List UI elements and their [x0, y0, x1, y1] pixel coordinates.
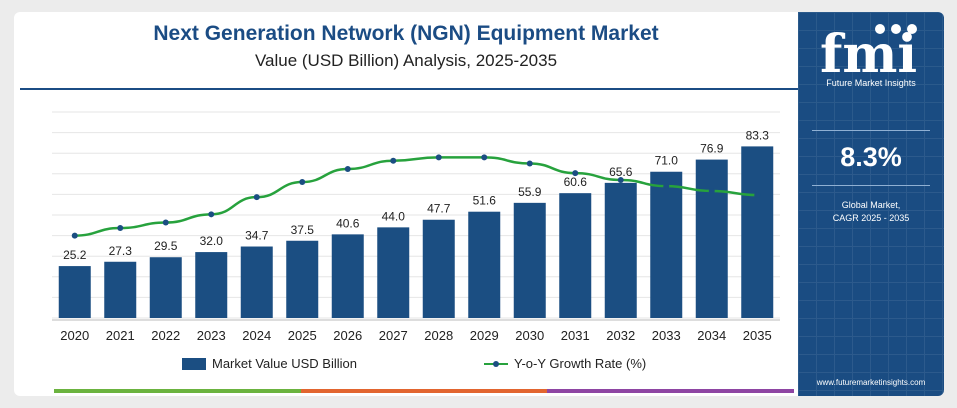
title-divider — [20, 88, 800, 90]
growth-point-2031 — [572, 170, 579, 177]
bar-2020 — [58, 266, 91, 318]
bar-value-label: 29.5 — [154, 239, 178, 253]
x-tick-label: 2022 — [151, 328, 180, 343]
bar-value-label: 76.9 — [700, 142, 724, 156]
growth-point-2023 — [208, 211, 215, 218]
bar-value-label: 55.9 — [518, 185, 542, 199]
x-tick-label: 2023 — [197, 328, 226, 343]
chart-plot: 25.2 2020 27.3 2021 29.5 2022 32.0 2023 34.7 2024… — [52, 111, 780, 343]
logo-caption: Future Market Insights — [826, 78, 916, 88]
sidebar-divider — [812, 130, 930, 131]
bar-value-label: 32.0 — [200, 234, 224, 248]
bar-value-label: 37.5 — [291, 223, 315, 237]
growth-point-2034 — [708, 187, 715, 194]
bar-2023 — [195, 252, 228, 318]
bar-value-label: 65.6 — [609, 165, 633, 179]
bar-2022 — [149, 257, 182, 318]
bar-value-label: 27.3 — [109, 244, 133, 258]
bar-2026 — [331, 234, 364, 318]
legend-item-growth-rate: Y-o-Y Growth Rate (%) — [484, 356, 646, 371]
x-tick-label: 2030 — [515, 328, 544, 343]
bar-2024 — [240, 246, 273, 318]
chart-title: Next Generation Network (NGN) Equipment … — [153, 22, 659, 45]
bar-2032 — [604, 182, 637, 318]
growth-point-2028 — [435, 154, 442, 161]
strip-green — [54, 389, 301, 393]
growth-point-2025 — [299, 179, 306, 186]
sidebar-divider — [812, 185, 930, 186]
legend: Market Value USD Billion Y-o-Y Growth Ra… — [14, 356, 798, 376]
x-tick-label: 2035 — [743, 328, 772, 343]
growth-point-2020 — [71, 232, 78, 239]
bar-2025 — [286, 240, 319, 318]
bar-value-label: 25.2 — [63, 248, 87, 262]
logo-text: fmi — [820, 24, 917, 80]
x-tick-label: 2028 — [424, 328, 453, 343]
legend-item-market-value: Market Value USD Billion — [182, 356, 357, 371]
growth-point-2032 — [617, 176, 624, 183]
growth-point-2029 — [481, 154, 488, 161]
x-tick-label: 2032 — [606, 328, 635, 343]
legend-swatch-line — [484, 358, 508, 370]
strip-purple — [547, 389, 795, 393]
sidebar-pattern — [798, 12, 944, 396]
legend-swatch-bar — [182, 357, 206, 370]
x-tick-label: 2026 — [333, 328, 362, 343]
bar-2035 — [741, 146, 774, 318]
cagr-value: 8.3% — [840, 142, 902, 172]
x-tick-label: 2033 — [652, 328, 681, 343]
growth-point-2021 — [117, 225, 124, 232]
bar-2033 — [650, 171, 683, 318]
growth-point-2024 — [253, 194, 260, 201]
growth-point-2026 — [344, 165, 351, 172]
bar-value-label: 83.3 — [746, 128, 770, 142]
legend-label-market-value: Market Value USD Billion — [212, 356, 357, 371]
cagr-period: CAGR 2025 - 2035 — [832, 213, 910, 223]
bar-2027 — [377, 227, 410, 318]
x-tick-label: 2034 — [697, 328, 726, 343]
bar-2028 — [422, 219, 455, 318]
growth-point-2027 — [390, 157, 397, 164]
bar-value-label: 60.6 — [564, 175, 588, 189]
x-tick-label: 2024 — [242, 328, 271, 343]
website-url: www.futuremarketinsights.com — [816, 378, 926, 387]
cagr-label: Global Market, — [841, 200, 901, 210]
sidebar-panel: fmi Future Market Insights 8.3% Global M… — [798, 12, 944, 396]
bar-value-label: 71.0 — [655, 154, 679, 168]
fmi-logo: fmi — [820, 24, 917, 80]
bar-value-label: 44.0 — [382, 209, 406, 223]
x-tick-label: 2031 — [561, 328, 590, 343]
bar-value-label: 47.7 — [427, 202, 451, 216]
chart-subtitle: Value (USD Billion) Analysis, 2025-2035 — [254, 51, 558, 70]
growth-point-2035 — [754, 192, 761, 199]
x-tick-label: 2020 — [60, 328, 89, 343]
chart-card: Next Generation Network (NGN) Equipment … — [14, 12, 944, 396]
bar-2030 — [513, 202, 546, 318]
color-strip — [54, 389, 795, 393]
bar-2021 — [104, 261, 137, 318]
growth-point-2022 — [162, 219, 169, 226]
x-tick-label: 2025 — [288, 328, 317, 343]
bar-value-label: 40.6 — [336, 216, 360, 230]
bar-value-label: 51.6 — [473, 194, 497, 208]
x-tick-label: 2021 — [106, 328, 135, 343]
bar-value-label: 34.7 — [245, 229, 269, 243]
growth-point-2030 — [526, 160, 533, 167]
strip-orange — [300, 389, 548, 393]
bar-2031 — [559, 193, 592, 318]
bar-2029 — [468, 211, 501, 318]
bar-2034 — [695, 159, 728, 318]
growth-line — [74, 156, 758, 237]
x-tick-label: 2029 — [470, 328, 499, 343]
x-tick-label: 2027 — [379, 328, 408, 343]
growth-point-2033 — [663, 183, 670, 190]
legend-label-growth-rate: Y-o-Y Growth Rate (%) — [514, 356, 647, 371]
